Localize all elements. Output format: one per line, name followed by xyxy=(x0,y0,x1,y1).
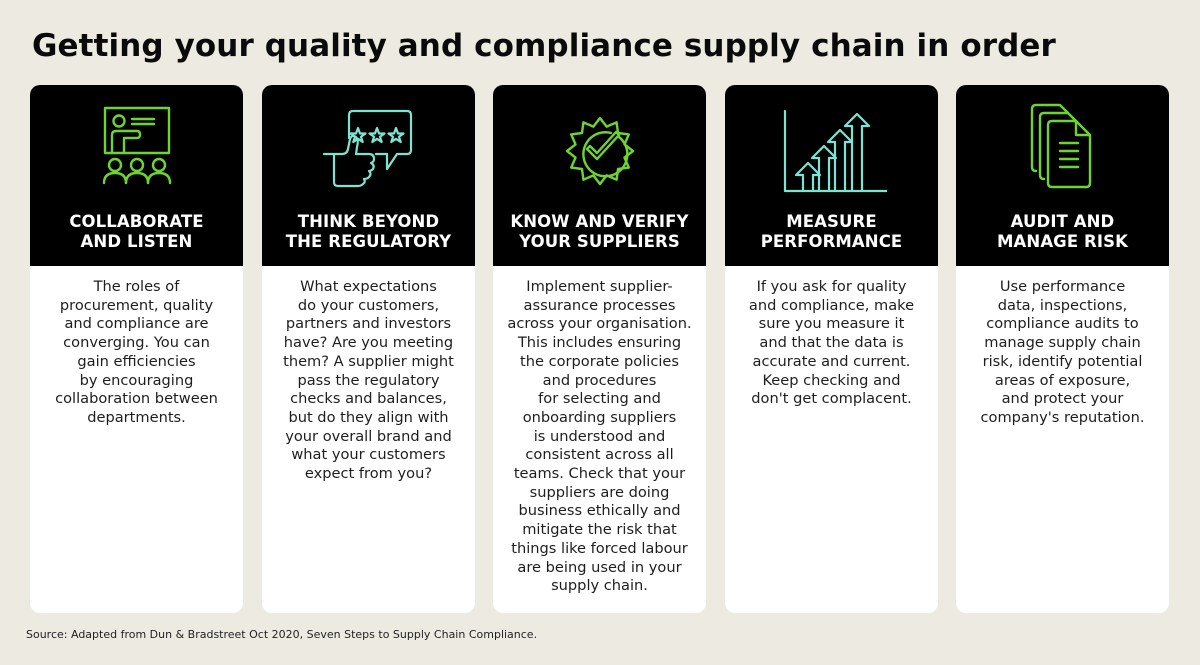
card-title-line: AND LISTEN xyxy=(80,232,193,251)
thumbs-up-rating-icon xyxy=(322,109,412,188)
body-line: compliance audits to xyxy=(986,315,1139,333)
card-title-line: AUDIT AND xyxy=(1010,212,1115,231)
card-title: MEASURE PERFORMANCE xyxy=(725,212,938,252)
documents-stack-icon xyxy=(1030,103,1091,189)
card-audit: AUDIT AND MANAGE RISK Use performance da… xyxy=(956,85,1169,613)
body-line: things like forced labour xyxy=(511,539,688,557)
body-line: gain efficiencies xyxy=(77,352,196,370)
body-line: This includes ensuring xyxy=(517,334,682,352)
card-title: KNOW AND VERIFY YOUR SUPPLIERS xyxy=(493,212,706,252)
body-line: the corporate policies xyxy=(520,352,679,370)
card-title-line: PERFORMANCE xyxy=(760,232,903,251)
body-line: What expectations xyxy=(300,278,437,295)
card-title-line: YOUR SUPPLIERS xyxy=(519,232,680,251)
body-line: your overall brand and xyxy=(285,427,452,445)
card-title-line: THINK BEYOND xyxy=(297,212,440,231)
cards-row: COLLABORATE AND LISTEN The roles of proc… xyxy=(30,85,1170,613)
card-title-line: THE REGULATORY xyxy=(285,232,452,251)
body-line: is understood and xyxy=(533,427,666,445)
body-line: and procedures xyxy=(542,371,657,389)
body-line: are being used in your xyxy=(517,558,682,576)
card-header: COLLABORATE AND LISTEN xyxy=(30,85,243,266)
source-citation: Source: Adapted from Dun & Bradstreet Oc… xyxy=(26,628,538,641)
card-title-line: MEASURE xyxy=(786,212,877,231)
card-header: THINK BEYOND THE REGULATORY xyxy=(262,85,475,266)
body-line: If you ask for quality xyxy=(756,278,907,295)
card-title-line: MANAGE RISK xyxy=(997,232,1128,251)
card-collaborate: COLLABORATE AND LISTEN The roles of proc… xyxy=(30,85,243,613)
body-line: pass the regulatory xyxy=(297,371,440,389)
body-line: do your customers, xyxy=(297,296,440,314)
body-line: them? A supplier might xyxy=(283,352,454,370)
verified-badge-icon xyxy=(565,116,634,186)
body-line: and that the data is xyxy=(759,334,904,352)
page-title: Getting your quality and compliance supp… xyxy=(32,28,1056,64)
body-line: by encouraging xyxy=(79,371,194,389)
body-line: checks and balances, xyxy=(290,390,447,408)
body-line: business ethically and xyxy=(518,502,681,520)
body-line: what your customers xyxy=(291,446,446,464)
body-line: company's reputation. xyxy=(980,408,1145,426)
body-line: supply chain. xyxy=(551,577,648,595)
card-title: COLLABORATE AND LISTEN xyxy=(30,212,243,252)
body-line: and compliance are xyxy=(64,315,209,333)
body-line: mitigate the risk that xyxy=(522,521,677,539)
card-body: The roles of procurement, quality and co… xyxy=(30,266,243,428)
body-line: have? Are you meeting xyxy=(283,334,454,352)
body-line: Keep checking and xyxy=(762,371,901,389)
body-line: across your organisation. xyxy=(507,315,692,333)
body-line: Implement supplier- xyxy=(526,278,673,295)
body-line: areas of exposure, xyxy=(994,371,1131,389)
body-line: Use performance xyxy=(999,278,1126,295)
card-title: AUDIT AND MANAGE RISK xyxy=(956,212,1169,252)
body-line: onboarding suppliers xyxy=(522,408,677,426)
body-line: data, inspections, xyxy=(997,296,1128,314)
presentation-audience-icon xyxy=(102,106,171,185)
growth-chart-icon xyxy=(783,109,887,193)
body-line: risk, identify potential xyxy=(982,352,1143,370)
card-body: Use performance data, inspections, compl… xyxy=(956,266,1169,428)
card-title: THINK BEYOND THE REGULATORY xyxy=(262,212,475,252)
card-title-line: COLLABORATE xyxy=(69,212,204,231)
card-know-verify: KNOW AND VERIFY YOUR SUPPLIERS Implement… xyxy=(493,85,706,613)
body-line: The roles of xyxy=(93,278,180,295)
card-title-line: KNOW AND VERIFY xyxy=(510,212,689,231)
body-line: partners and investors xyxy=(285,315,452,333)
card-header: MEASURE PERFORMANCE xyxy=(725,85,938,266)
card-header: AUDIT AND MANAGE RISK xyxy=(956,85,1169,266)
body-line: don't get complacent. xyxy=(751,390,912,408)
card-header: KNOW AND VERIFY YOUR SUPPLIERS xyxy=(493,85,706,266)
body-line: procurement, quality xyxy=(59,296,214,314)
body-line: departments. xyxy=(87,408,186,426)
body-line: manage supply chain xyxy=(984,334,1141,352)
card-body: What expectations do your customers, par… xyxy=(262,266,475,484)
body-line: and compliance, make xyxy=(748,296,915,314)
card-measure: MEASURE PERFORMANCE If you ask for quali… xyxy=(725,85,938,613)
card-think-beyond: THINK BEYOND THE REGULATORY What expecta… xyxy=(262,85,475,613)
card-body: Implement supplier- assurance processes … xyxy=(493,266,706,596)
card-body: If you ask for quality and compliance, m… xyxy=(725,266,938,409)
body-line: sure you measure it xyxy=(758,315,905,333)
body-line: assurance processes xyxy=(523,296,676,314)
body-line: for selecting and xyxy=(538,390,661,408)
body-line: teams. Check that your xyxy=(513,465,686,483)
body-line: accurate and current. xyxy=(752,352,911,370)
body-line: but do they align with xyxy=(288,408,449,426)
body-line: collaboration between xyxy=(55,390,218,408)
body-line: expect from you? xyxy=(304,465,433,483)
body-line: consistent across all xyxy=(525,446,674,464)
body-line: converging. You can xyxy=(63,334,210,352)
body-line: and protect your xyxy=(1001,390,1124,408)
body-line: suppliers are doing xyxy=(529,483,670,501)
